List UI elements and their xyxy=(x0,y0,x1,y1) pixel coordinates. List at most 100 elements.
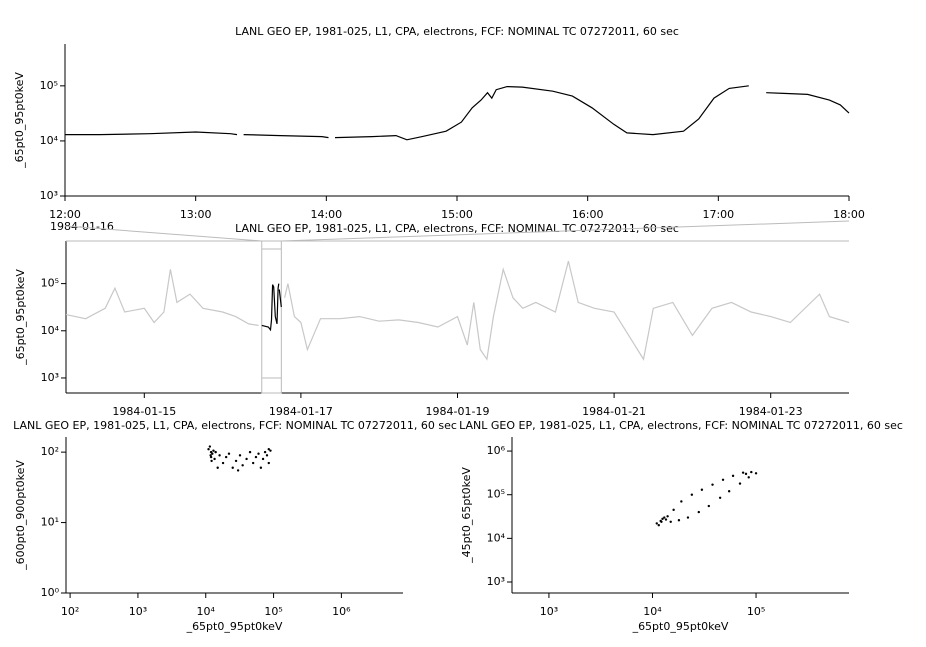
scatter-point xyxy=(241,464,244,467)
scatter-point xyxy=(661,517,664,521)
x-axis-label: _65pt0_95pt0keV xyxy=(632,620,729,633)
scatter-point xyxy=(741,471,745,474)
y-tick-label: 10⁴ xyxy=(40,134,59,147)
chart-title: LANL GEO EP, 1981-025, L1, CPA, electron… xyxy=(13,419,457,432)
scatter-point xyxy=(269,449,272,452)
x-tick-label: 10⁵ xyxy=(747,605,765,618)
scatter-point xyxy=(744,472,748,476)
x-tick-label: 10³ xyxy=(129,605,147,618)
scatter-point xyxy=(263,450,267,454)
x-tick-label: 15:00 xyxy=(441,208,473,221)
y-tick-label: 10³ xyxy=(41,371,59,384)
y-axis-label: _45pt0_65pt0keV xyxy=(460,467,473,564)
scatter-point xyxy=(738,482,742,485)
y-axis-label: _65pt0_95pt0keV xyxy=(13,72,26,169)
x-tick-label: 1984-01-17 xyxy=(269,405,333,418)
scatter-point xyxy=(663,516,666,519)
y-axis-label: _65pt0_95pt0keV xyxy=(14,269,27,366)
chart-title: LANL GEO EP, 1981-025, L1, CPA, electron… xyxy=(459,419,903,432)
scatter-point xyxy=(254,455,258,459)
scatter-point xyxy=(213,457,216,461)
x-tick-label: 13:00 xyxy=(180,208,212,221)
scatter-point xyxy=(212,449,215,452)
chart-title: LANL GEO EP, 1981-025, L1, CPA, electron… xyxy=(235,25,679,38)
x-tick-label: 10⁴ xyxy=(197,605,216,618)
scatter-point xyxy=(721,478,725,481)
scatter-point xyxy=(227,452,231,455)
scatter-point xyxy=(259,466,263,469)
scatter-point xyxy=(265,454,269,457)
scatter-point xyxy=(727,490,731,493)
y-tick-label: 10⁶ xyxy=(487,444,506,457)
scatter-point xyxy=(660,520,663,523)
scatter-point xyxy=(238,454,242,457)
scatter-point xyxy=(718,496,722,499)
scatter-point xyxy=(236,469,240,472)
y-tick-label: 10⁵ xyxy=(487,488,505,501)
scatter-point xyxy=(697,510,700,514)
scatter-point xyxy=(707,504,711,508)
y-tick-label: 10³ xyxy=(40,189,58,202)
scatter-point xyxy=(209,454,212,457)
scatter-point xyxy=(251,461,255,465)
scatter-point xyxy=(208,445,212,448)
chart-title: LANL GEO EP, 1981-025, L1, CPA, electron… xyxy=(235,222,679,235)
x-tick-label: 14:00 xyxy=(310,208,342,221)
annotation: 1984-01-16 xyxy=(50,220,114,233)
x-tick-label: 10² xyxy=(61,605,79,618)
data-line xyxy=(65,85,850,141)
y-tick-label: 10² xyxy=(41,445,59,458)
scatter-point xyxy=(267,461,270,465)
x-tick-label: 18:00 xyxy=(833,208,865,221)
y-tick-label: 10⁵ xyxy=(41,277,59,290)
scatter-point xyxy=(711,483,714,486)
x-tick-label: 1984-01-23 xyxy=(739,405,803,418)
x-tick-label: 10⁴ xyxy=(643,605,662,618)
scatter-point xyxy=(655,522,658,525)
scatter-point xyxy=(747,476,750,479)
scatter-point xyxy=(248,450,252,454)
y-tick-label: 10¹ xyxy=(41,516,59,529)
scatter-point xyxy=(677,519,681,522)
x-tick-label: 1984-01-15 xyxy=(112,405,176,418)
scatter-point xyxy=(669,520,672,523)
scatter-point xyxy=(686,516,690,519)
scatter-point xyxy=(754,472,758,475)
zoom-connector xyxy=(64,225,262,242)
x-tick-label: 10⁶ xyxy=(332,605,351,618)
x-axis-label: _65pt0_95pt0keV xyxy=(186,620,283,633)
scatter-point xyxy=(657,524,660,527)
data-line xyxy=(65,260,850,361)
x-tick-label: 10³ xyxy=(540,605,558,618)
zoom-connector xyxy=(281,220,850,242)
scatter-point xyxy=(214,450,217,454)
scatter-point xyxy=(221,461,225,465)
x-tick-label: 1984-01-19 xyxy=(426,405,490,418)
x-tick-label: 17:00 xyxy=(702,208,734,221)
scatter-point xyxy=(234,459,238,463)
y-tick-label: 10⁴ xyxy=(41,324,60,337)
scatter-point xyxy=(207,448,210,451)
y-tick-label: 10⁴ xyxy=(487,531,506,544)
y-axis-label: _600pt0_900pt0keV xyxy=(14,460,27,571)
highlight-box xyxy=(261,240,282,394)
scatter-point xyxy=(664,518,668,521)
scatter-point xyxy=(216,466,219,469)
x-tick-label: 16:00 xyxy=(572,208,604,221)
y-tick-label: 10³ xyxy=(487,575,505,588)
scatter-point xyxy=(257,452,260,455)
scatter-point xyxy=(231,466,234,469)
scatter-point xyxy=(218,454,221,457)
scatter-point xyxy=(731,474,735,478)
scatter-point xyxy=(210,459,213,463)
scatter-point xyxy=(700,488,704,491)
scatter-point xyxy=(750,470,753,474)
scatter-point xyxy=(245,457,248,461)
y-tick-label: 10⁵ xyxy=(40,79,58,92)
scatter-point xyxy=(261,457,265,461)
scatter-point xyxy=(211,452,214,455)
scatter-point xyxy=(666,515,669,518)
scatter-point xyxy=(224,455,228,459)
